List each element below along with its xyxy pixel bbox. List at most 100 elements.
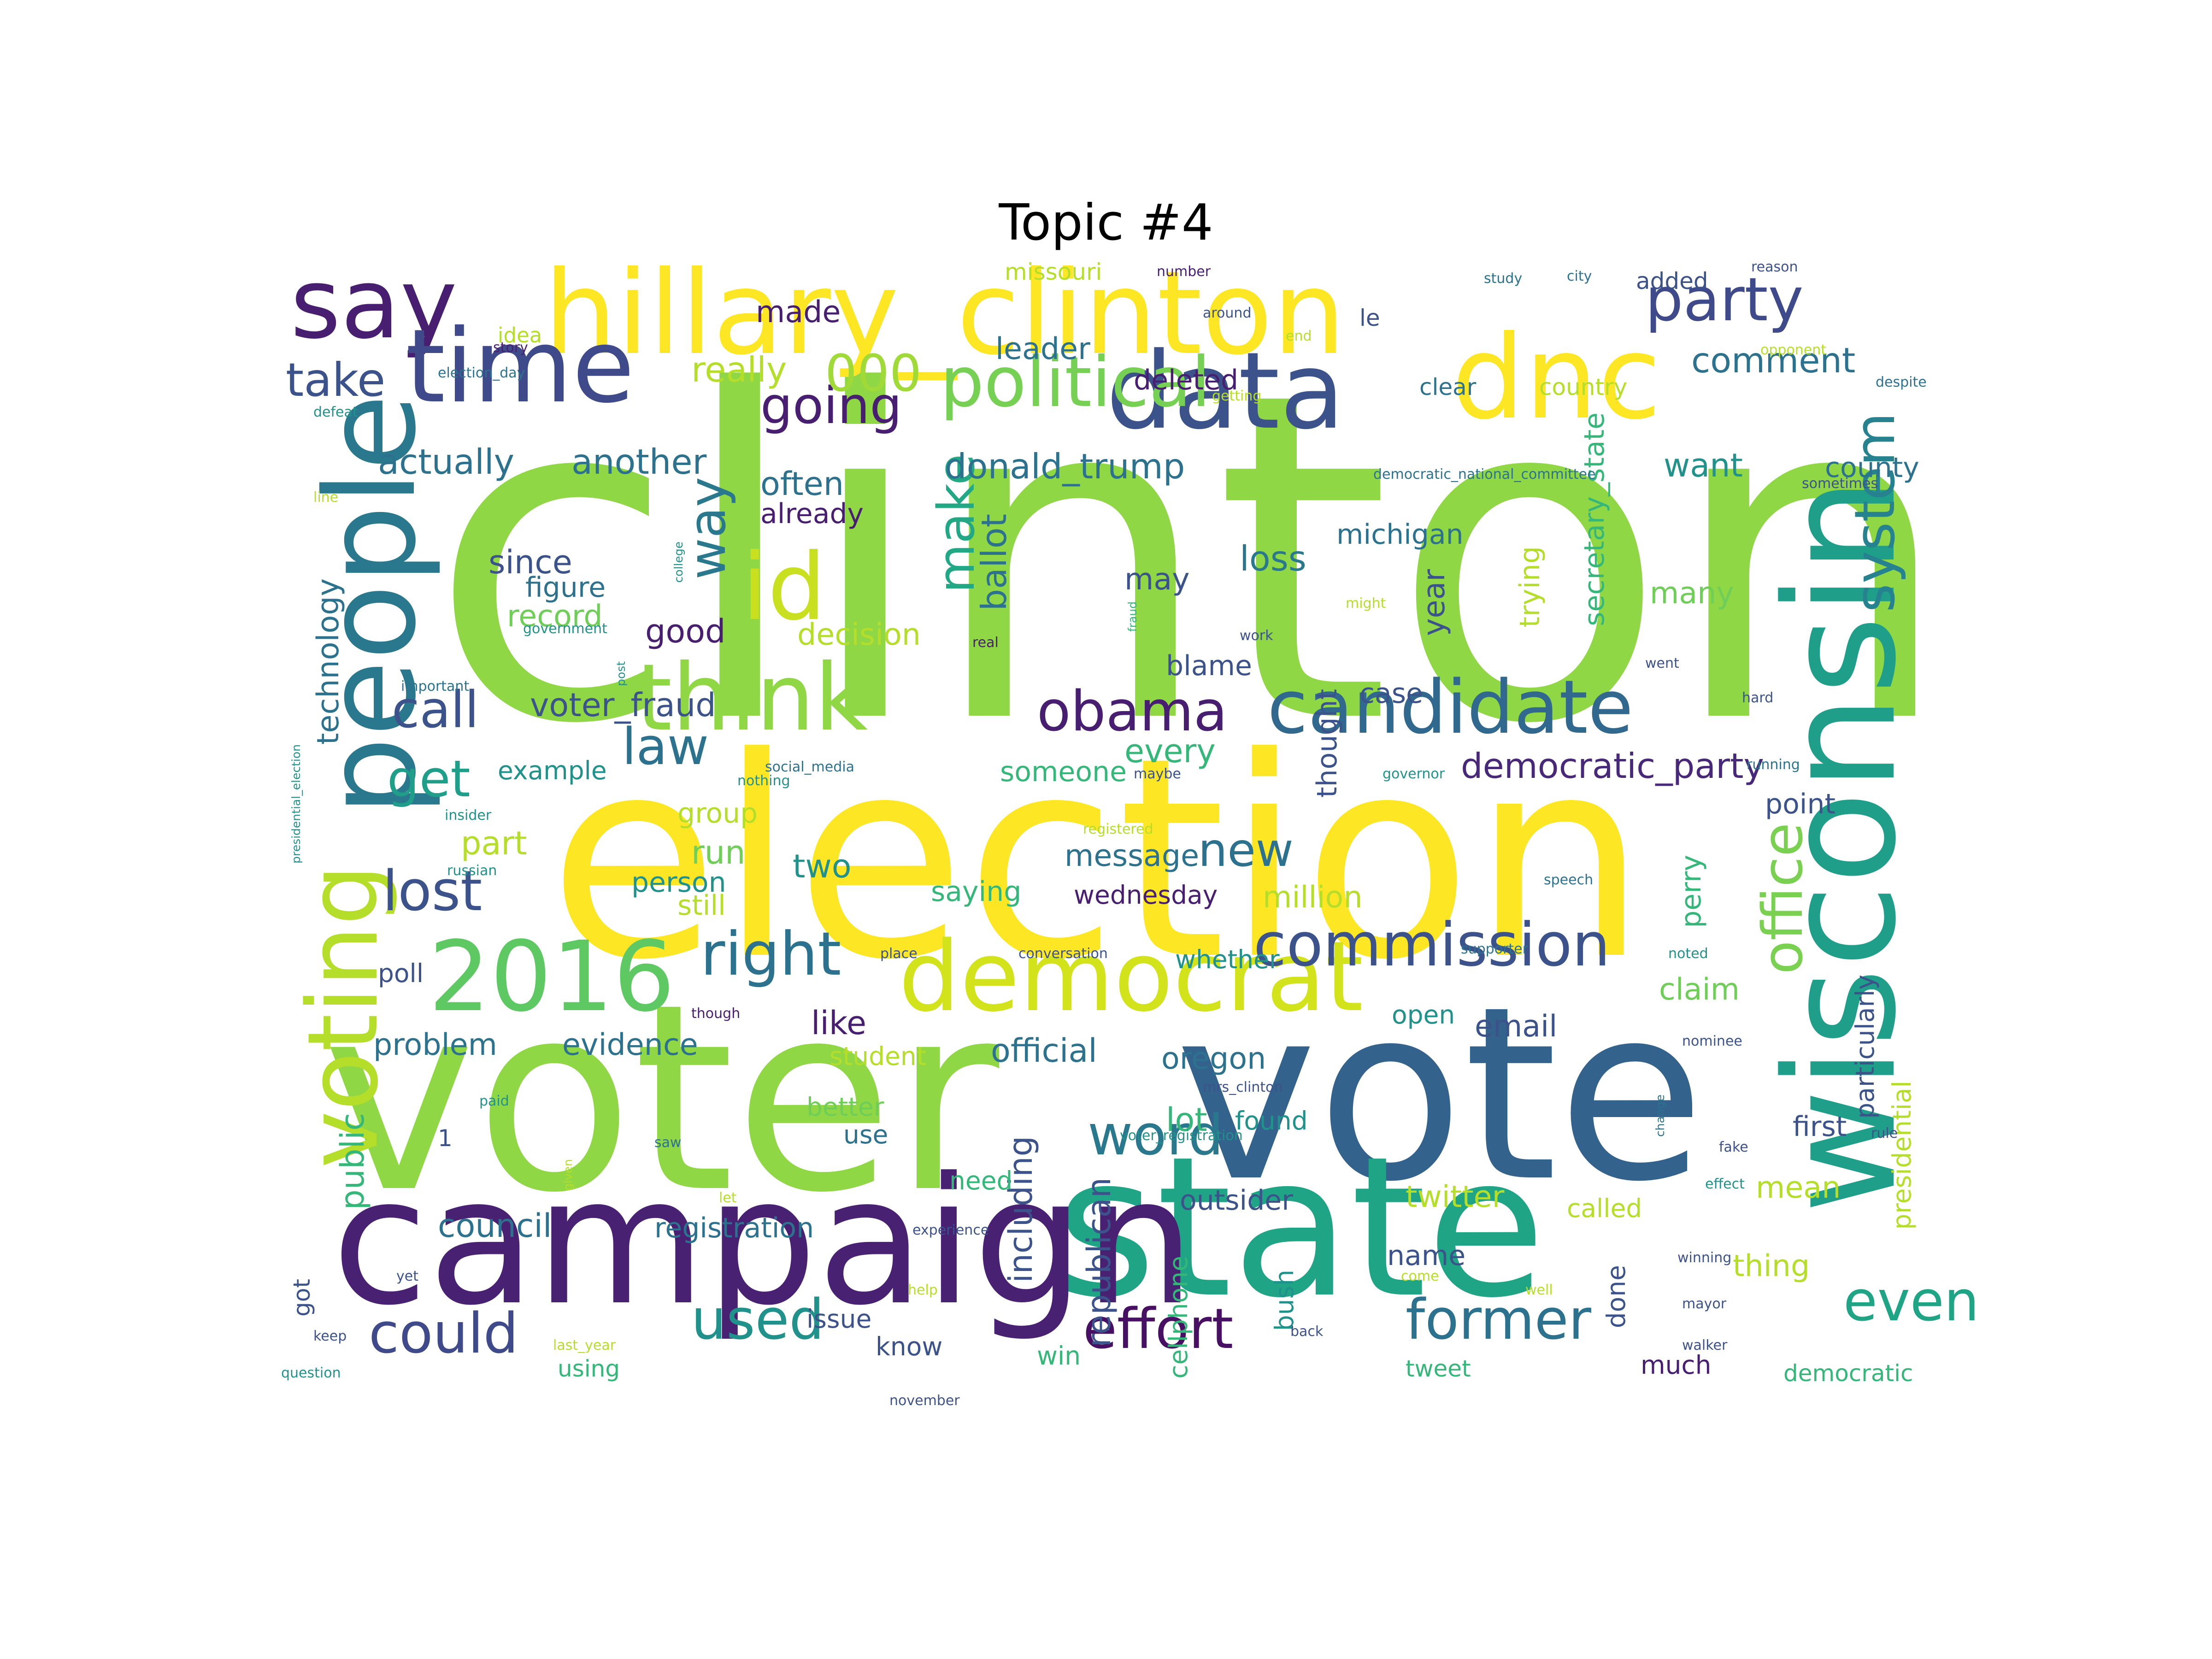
word-registration: registration [654, 1212, 814, 1244]
word-change: change [1653, 1094, 1667, 1137]
word-two: two [793, 847, 852, 885]
word-governor: governor [1382, 766, 1445, 782]
word-social-media: social_media [765, 759, 854, 775]
word-reason: reason [1751, 259, 1798, 275]
word-someone: someone [1000, 756, 1127, 788]
word-take: take [286, 353, 386, 407]
word-much: much [1641, 1350, 1712, 1380]
word-problem: problem [373, 1028, 497, 1062]
word-supporter: supporter [1461, 941, 1528, 957]
word-open: open [1392, 1000, 1455, 1030]
word-particularly: particularly [1850, 975, 1880, 1119]
word-hillary-clinton: hillary_clinton [544, 256, 1346, 380]
word-decision: decision [797, 618, 921, 652]
word-called: called [1567, 1194, 1642, 1223]
word-another: another [571, 441, 707, 482]
word-voter-registration: voter_registration [1120, 1128, 1243, 1144]
word-november: november [889, 1393, 960, 1409]
word-system: system [1843, 412, 1907, 612]
word-help: help [908, 1282, 938, 1298]
word-comment: comment [1691, 340, 1856, 381]
word-email: email [1475, 1009, 1558, 1044]
word-really: really [691, 349, 787, 390]
word-effect: effect [1705, 1176, 1745, 1192]
word-message: message [1065, 839, 1200, 873]
word-example: example [498, 756, 607, 785]
word-data: data [1106, 330, 1345, 453]
word-mean: mean [1756, 1171, 1841, 1205]
word-want: want [1664, 447, 1743, 484]
word-candidate: candidate [1267, 664, 1634, 750]
word-done: done [1601, 1265, 1631, 1329]
word-including: including [1002, 1136, 1040, 1283]
word-1: 1 [438, 1125, 453, 1152]
word-office: office [1751, 823, 1815, 975]
word-voter-fraud: voter_fraud [530, 686, 716, 724]
word-last-year: last_year [553, 1337, 616, 1353]
word-back: back [1290, 1324, 1324, 1340]
word-could: could [369, 1302, 518, 1366]
word-speech: speech [1544, 872, 1594, 888]
word-year: year [1417, 569, 1452, 636]
word-used: used [691, 1288, 824, 1352]
word-registered: registered [1083, 821, 1153, 837]
word-let: let [719, 1190, 737, 1206]
word-win: win [1037, 1341, 1081, 1371]
word-walker: walker [1682, 1337, 1728, 1353]
word-thought: thought [1311, 689, 1343, 798]
word-number: number [1157, 264, 1211, 280]
word-using: using [558, 1355, 620, 1382]
word-person: person [631, 866, 726, 899]
word-word: word [1088, 1104, 1224, 1168]
word-winning: winning [1677, 1250, 1732, 1266]
word-first: first [1793, 1111, 1847, 1143]
word-mayor: mayor [1682, 1296, 1727, 1312]
word-often: often [760, 465, 844, 503]
word-run: run [691, 834, 746, 871]
word-running: running [1747, 757, 1800, 773]
word-republican: republican [1080, 1177, 1118, 1347]
word-maybe: maybe [1134, 766, 1181, 782]
word-made: made [756, 295, 841, 329]
word-government: government [523, 621, 607, 637]
word-think: think [636, 644, 868, 752]
word-get: get [387, 749, 471, 808]
word-poll: poll [378, 959, 424, 988]
word-yet: yet [396, 1268, 418, 1284]
word-bush: bush [1270, 1270, 1299, 1331]
word-experience: experience [912, 1222, 989, 1238]
word-voter: voter [323, 949, 1000, 1249]
word-work: work [1240, 628, 1273, 644]
word-time: time [406, 307, 635, 425]
word-rule: rule [1871, 1125, 1898, 1141]
word-college: college [672, 541, 685, 583]
word-got: got [288, 1279, 315, 1317]
word-loss: loss [1240, 538, 1306, 579]
word-perry: perry [1675, 855, 1707, 928]
word-end: end [1286, 328, 1312, 344]
word-id: id [742, 534, 826, 641]
word-group: group [677, 797, 758, 830]
word-sometimes: sometimes [1802, 476, 1878, 492]
word-vote: vote [1175, 955, 1705, 1234]
word-million: million [1263, 880, 1363, 915]
word-commission: commission [1253, 910, 1610, 980]
word-presidential-election: presidential_election [289, 744, 303, 864]
word-noted: noted [1668, 946, 1708, 962]
word-law: law [622, 717, 709, 776]
word-paid: paid [479, 1093, 509, 1109]
word-clear: clear [1419, 374, 1477, 400]
word-insider: insider [445, 807, 492, 824]
word-trying: trying [1514, 546, 1546, 628]
word-study: study [1484, 271, 1523, 287]
word-added: added [1636, 268, 1708, 294]
word-country: country [1539, 374, 1628, 400]
word-student: student [830, 1041, 927, 1071]
word-clinton: clinton [429, 297, 1954, 823]
word-place: place [880, 946, 918, 962]
word-every: every [1124, 732, 1216, 770]
word-le: le [1359, 305, 1380, 331]
word-well: well [1525, 1282, 1553, 1298]
word-dnc: dnc [1452, 311, 1661, 445]
word-blame: blame [1166, 650, 1252, 682]
